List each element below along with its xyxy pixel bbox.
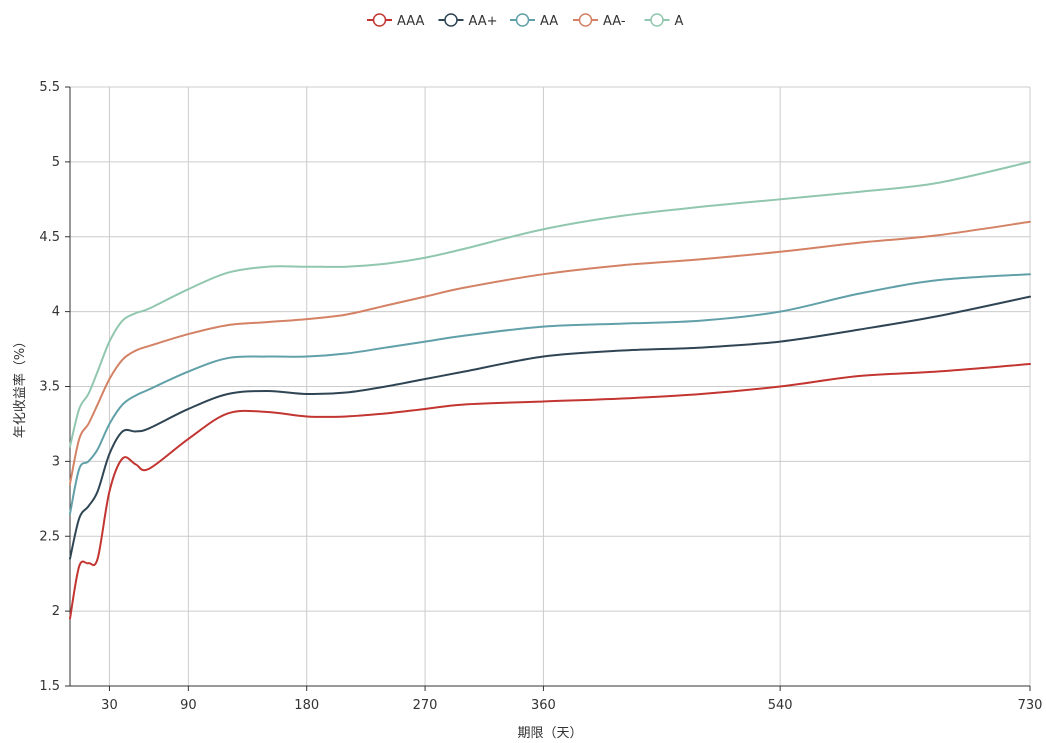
y-tick-label: 3	[52, 454, 60, 469]
series-line-aa-plus[interactable]	[69, 295, 1031, 560]
series-line-aa[interactable]	[69, 273, 1031, 515]
axes: 1.5 2 2.5 3 3.5 4 4.5 5 5.5 30 90 180 270 360 540 730	[39, 80, 1042, 713]
legend-item[interactable]: AAA	[367, 13, 425, 29]
legend[interactable]: AAA AA+ AA AA- A	[367, 13, 684, 29]
x-tick-label: 540	[768, 698, 793, 713]
x-tick-label: 270	[413, 698, 438, 713]
y-tick-label: 4	[52, 305, 60, 320]
series-line-aaa[interactable]	[69, 363, 1031, 620]
legend-circle-icon	[515, 13, 530, 27]
y-tick-label: 1.5	[39, 679, 60, 694]
grid-lines	[70, 86, 1031, 686]
legend-label: AA+	[469, 14, 498, 29]
legend-circle-icon	[650, 13, 664, 27]
x-tick-label: 180	[294, 698, 319, 713]
y-tick-label: 2	[52, 604, 60, 619]
y-axis-title: 年化收益率（%）	[12, 335, 28, 438]
legend-label: AA	[540, 14, 558, 29]
x-tick-label: 730	[1018, 698, 1043, 713]
x-tick-label: 90	[180, 698, 197, 713]
legend-label: A	[675, 14, 684, 29]
y-tick-label: 2.5	[39, 529, 60, 544]
y-tick-label: 4.5	[39, 230, 60, 245]
legend-circle-icon	[578, 13, 593, 27]
y-tick-label: 5	[52, 155, 60, 170]
legend-item[interactable]: AA+	[438, 13, 498, 29]
series-lines	[69, 160, 1031, 620]
legend-item[interactable]: AA	[510, 13, 558, 29]
legend-item[interactable]: AA-	[573, 13, 626, 29]
y-tick-label: 3.5	[39, 380, 60, 395]
legend-circle-icon	[444, 13, 458, 27]
x-axis-title: 期限（天）	[517, 726, 582, 741]
legend-circle-icon	[372, 13, 387, 27]
series-line-aa-minus[interactable]	[69, 220, 1031, 485]
x-tick-label: 360	[531, 698, 556, 713]
series-line-a[interactable]	[69, 160, 1031, 448]
legend-label: AA-	[603, 14, 626, 29]
x-tick-label: 30	[101, 698, 118, 713]
legend-label: AAA	[397, 14, 425, 29]
y-tick-label: 5.5	[39, 80, 60, 95]
legend-item[interactable]: A	[644, 13, 684, 29]
